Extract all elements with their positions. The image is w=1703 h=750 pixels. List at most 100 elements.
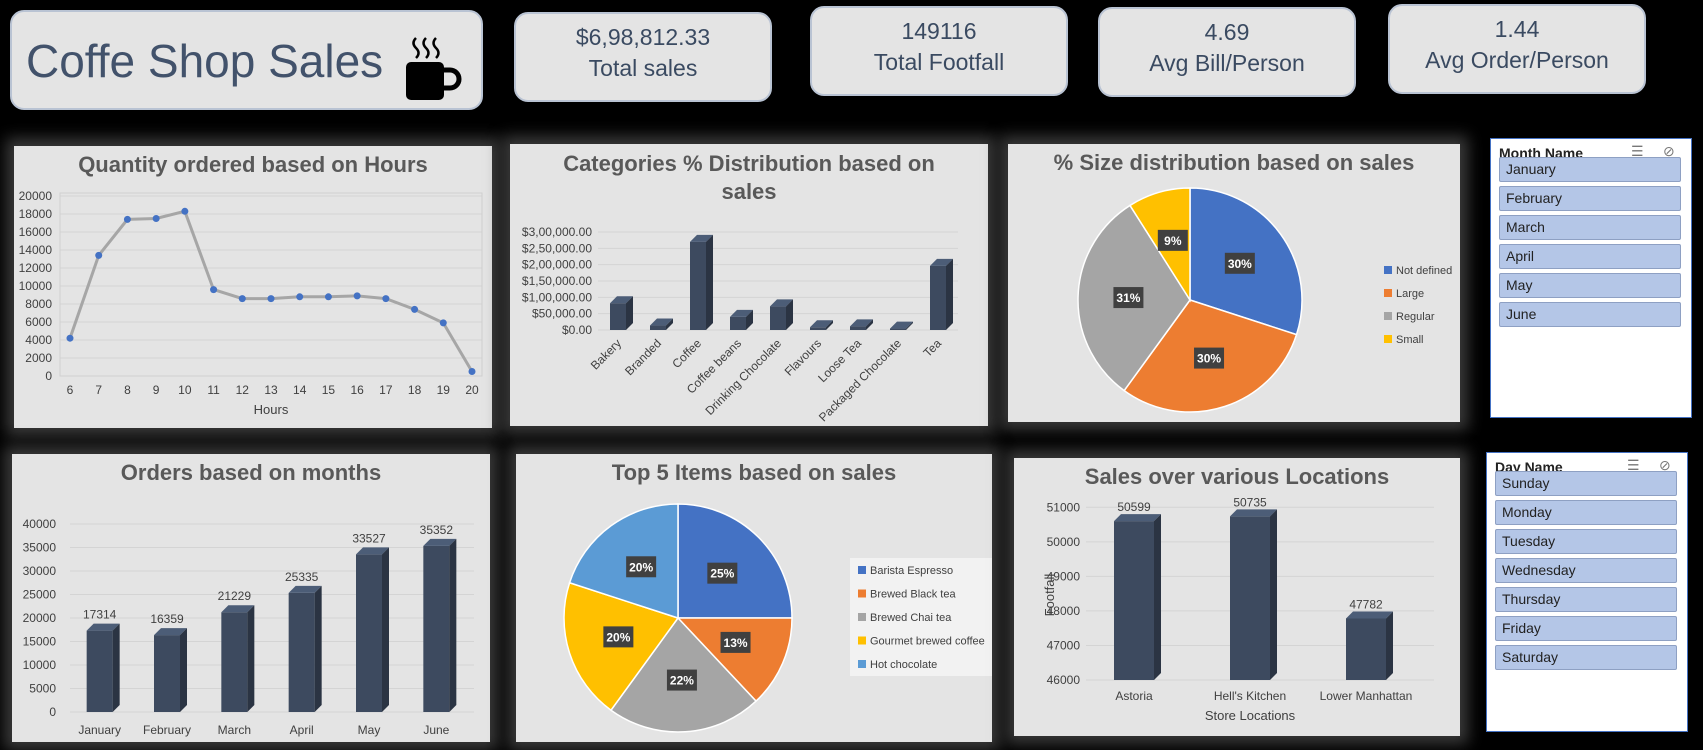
bar-side	[786, 299, 793, 330]
slicer-item-april[interactable]: April	[1499, 244, 1681, 269]
slicer-item-sunday[interactable]: Sunday	[1495, 471, 1677, 496]
month-slicer[interactable]: Month Name ☰ ⊘ January February March April…	[1490, 138, 1692, 418]
locations-bar-chart: Sales over various Locations 46000 47000 48…	[1042, 464, 1434, 723]
y-tick-label: 16000	[19, 225, 53, 239]
bar	[650, 325, 666, 330]
bar-side	[1270, 509, 1277, 680]
bar-top	[650, 318, 673, 326]
bar-side	[180, 628, 187, 712]
kpi-avg-bill: 4.69 Avg Bill/Person	[1098, 7, 1356, 97]
x-tick-label: 7	[95, 383, 102, 397]
x-tick-label: 8	[124, 383, 131, 397]
legend-swatch	[1384, 266, 1392, 274]
x-tick-label: Tea	[921, 336, 945, 360]
data-label: 35352	[420, 523, 454, 537]
legend-label: Brewed Chai tea	[870, 612, 952, 624]
x-tick-label: 6	[67, 383, 74, 397]
bar	[610, 303, 626, 330]
x-tick-label: April	[290, 723, 314, 737]
data-label: 16359	[150, 612, 184, 626]
bar	[1346, 618, 1386, 680]
x-axis-title: Store Locations	[1205, 708, 1296, 723]
y-tick-label: 12000	[19, 261, 53, 275]
bar-top	[1346, 611, 1393, 619]
bar	[850, 326, 866, 330]
slicer-item-friday[interactable]: Friday	[1495, 616, 1677, 641]
kpi-label: Avg Bill/Person	[1149, 50, 1305, 76]
day-slicer[interactable]: Day Name ☰ ⊘ Sunday Monday Tuesday Wednesda…	[1486, 452, 1688, 732]
kpi-value: 149116	[901, 18, 977, 44]
y-tick-label: $1,00,000.00	[522, 290, 592, 304]
chart-title: sales	[721, 179, 776, 204]
chart-title: Sales over various Locations	[1085, 464, 1389, 489]
slicer-item-february[interactable]: February	[1499, 186, 1681, 211]
legend-swatch	[1384, 312, 1392, 320]
y-tick-label: 0	[49, 705, 56, 719]
x-tick-label: 13	[264, 383, 278, 397]
y-tick-label: $2,00,000.00	[522, 258, 592, 272]
bar-top	[770, 299, 793, 307]
x-tick-label: 16	[350, 383, 364, 397]
kpi-value: $6,98,812.33	[575, 24, 711, 50]
slicer-item-wednesday[interactable]: Wednesday	[1495, 558, 1677, 583]
kpi-label: Avg Order/Person	[1425, 47, 1609, 73]
x-tick-label: 19	[437, 383, 451, 397]
dashboard-title: Coffe Shop Sales	[26, 35, 384, 87]
bar-side	[1154, 514, 1161, 680]
y-tick-label: 50000	[1047, 535, 1081, 549]
multi-select-icon[interactable]: ☰	[1631, 143, 1644, 159]
slicer-item-saturday[interactable]: Saturday	[1495, 645, 1677, 670]
bar-top	[288, 585, 322, 593]
bar-side	[449, 538, 457, 712]
slicer-item-tuesday[interactable]: Tuesday	[1495, 529, 1677, 554]
bar-top	[1114, 514, 1161, 522]
y-axis-title: Footfall	[1042, 574, 1057, 617]
bar-side	[826, 320, 833, 330]
slicer-item-june[interactable]: June	[1499, 302, 1681, 327]
x-tick-label: June	[423, 723, 449, 737]
legend-label: Gourmet brewed coffee	[870, 636, 985, 648]
x-tick-label: 9	[153, 383, 160, 397]
data-label: 21229	[218, 589, 252, 603]
slicer-item-thursday[interactable]: Thursday	[1495, 587, 1677, 612]
data-point	[382, 295, 390, 303]
slicer-item-may[interactable]: May	[1499, 273, 1681, 298]
panel-hours: Quantity ordered based on Hours 0 2000 4000…	[14, 146, 492, 428]
bar	[356, 554, 382, 712]
bar	[930, 265, 946, 330]
y-tick-label: 2000	[25, 351, 52, 365]
legend-label: Barista Espresso	[870, 565, 953, 577]
x-tick-label: 20	[465, 383, 479, 397]
x-tick-label: February	[143, 723, 191, 737]
bar	[154, 635, 180, 712]
data-label-box	[1157, 229, 1188, 251]
y-tick-label: 46000	[1047, 673, 1081, 687]
slicer-item-monday[interactable]: Monday	[1495, 500, 1677, 525]
pie-slice	[677, 503, 793, 619]
data-point	[468, 368, 476, 375]
data-label: 47782	[1349, 597, 1383, 611]
clear-filter-icon[interactable]: ⊘	[1663, 143, 1675, 159]
data-label-box	[707, 562, 738, 584]
bar-side	[247, 605, 255, 712]
data-point	[296, 293, 304, 301]
data-point	[267, 295, 275, 303]
months-bar-chart: Orders based on months 0 5000 10000 15000 200…	[23, 460, 474, 737]
data-label: 17314	[83, 608, 117, 622]
panel-locations: Sales over various Locations 46000 47000 48…	[1014, 458, 1460, 736]
slicer-item-january[interactable]: January	[1499, 157, 1681, 182]
data-label: 33527	[352, 531, 386, 545]
y-tick-label: 6000	[25, 315, 52, 329]
plot-area	[59, 192, 483, 377]
kpi-label: Total sales	[588, 55, 698, 81]
data-label-box	[1113, 287, 1144, 309]
clear-filter-icon[interactable]: ⊘	[1659, 457, 1671, 473]
multi-select-icon[interactable]: ☰	[1627, 457, 1640, 473]
legend-swatch	[858, 660, 866, 668]
chart-title: % Size distribution based on sales	[1054, 150, 1415, 175]
y-tick-label: 30000	[23, 564, 57, 578]
data-label: 25%	[710, 567, 734, 581]
slicer-item-march[interactable]: March	[1499, 215, 1681, 240]
legend-swatch	[858, 589, 866, 598]
data-label-box	[603, 626, 634, 648]
